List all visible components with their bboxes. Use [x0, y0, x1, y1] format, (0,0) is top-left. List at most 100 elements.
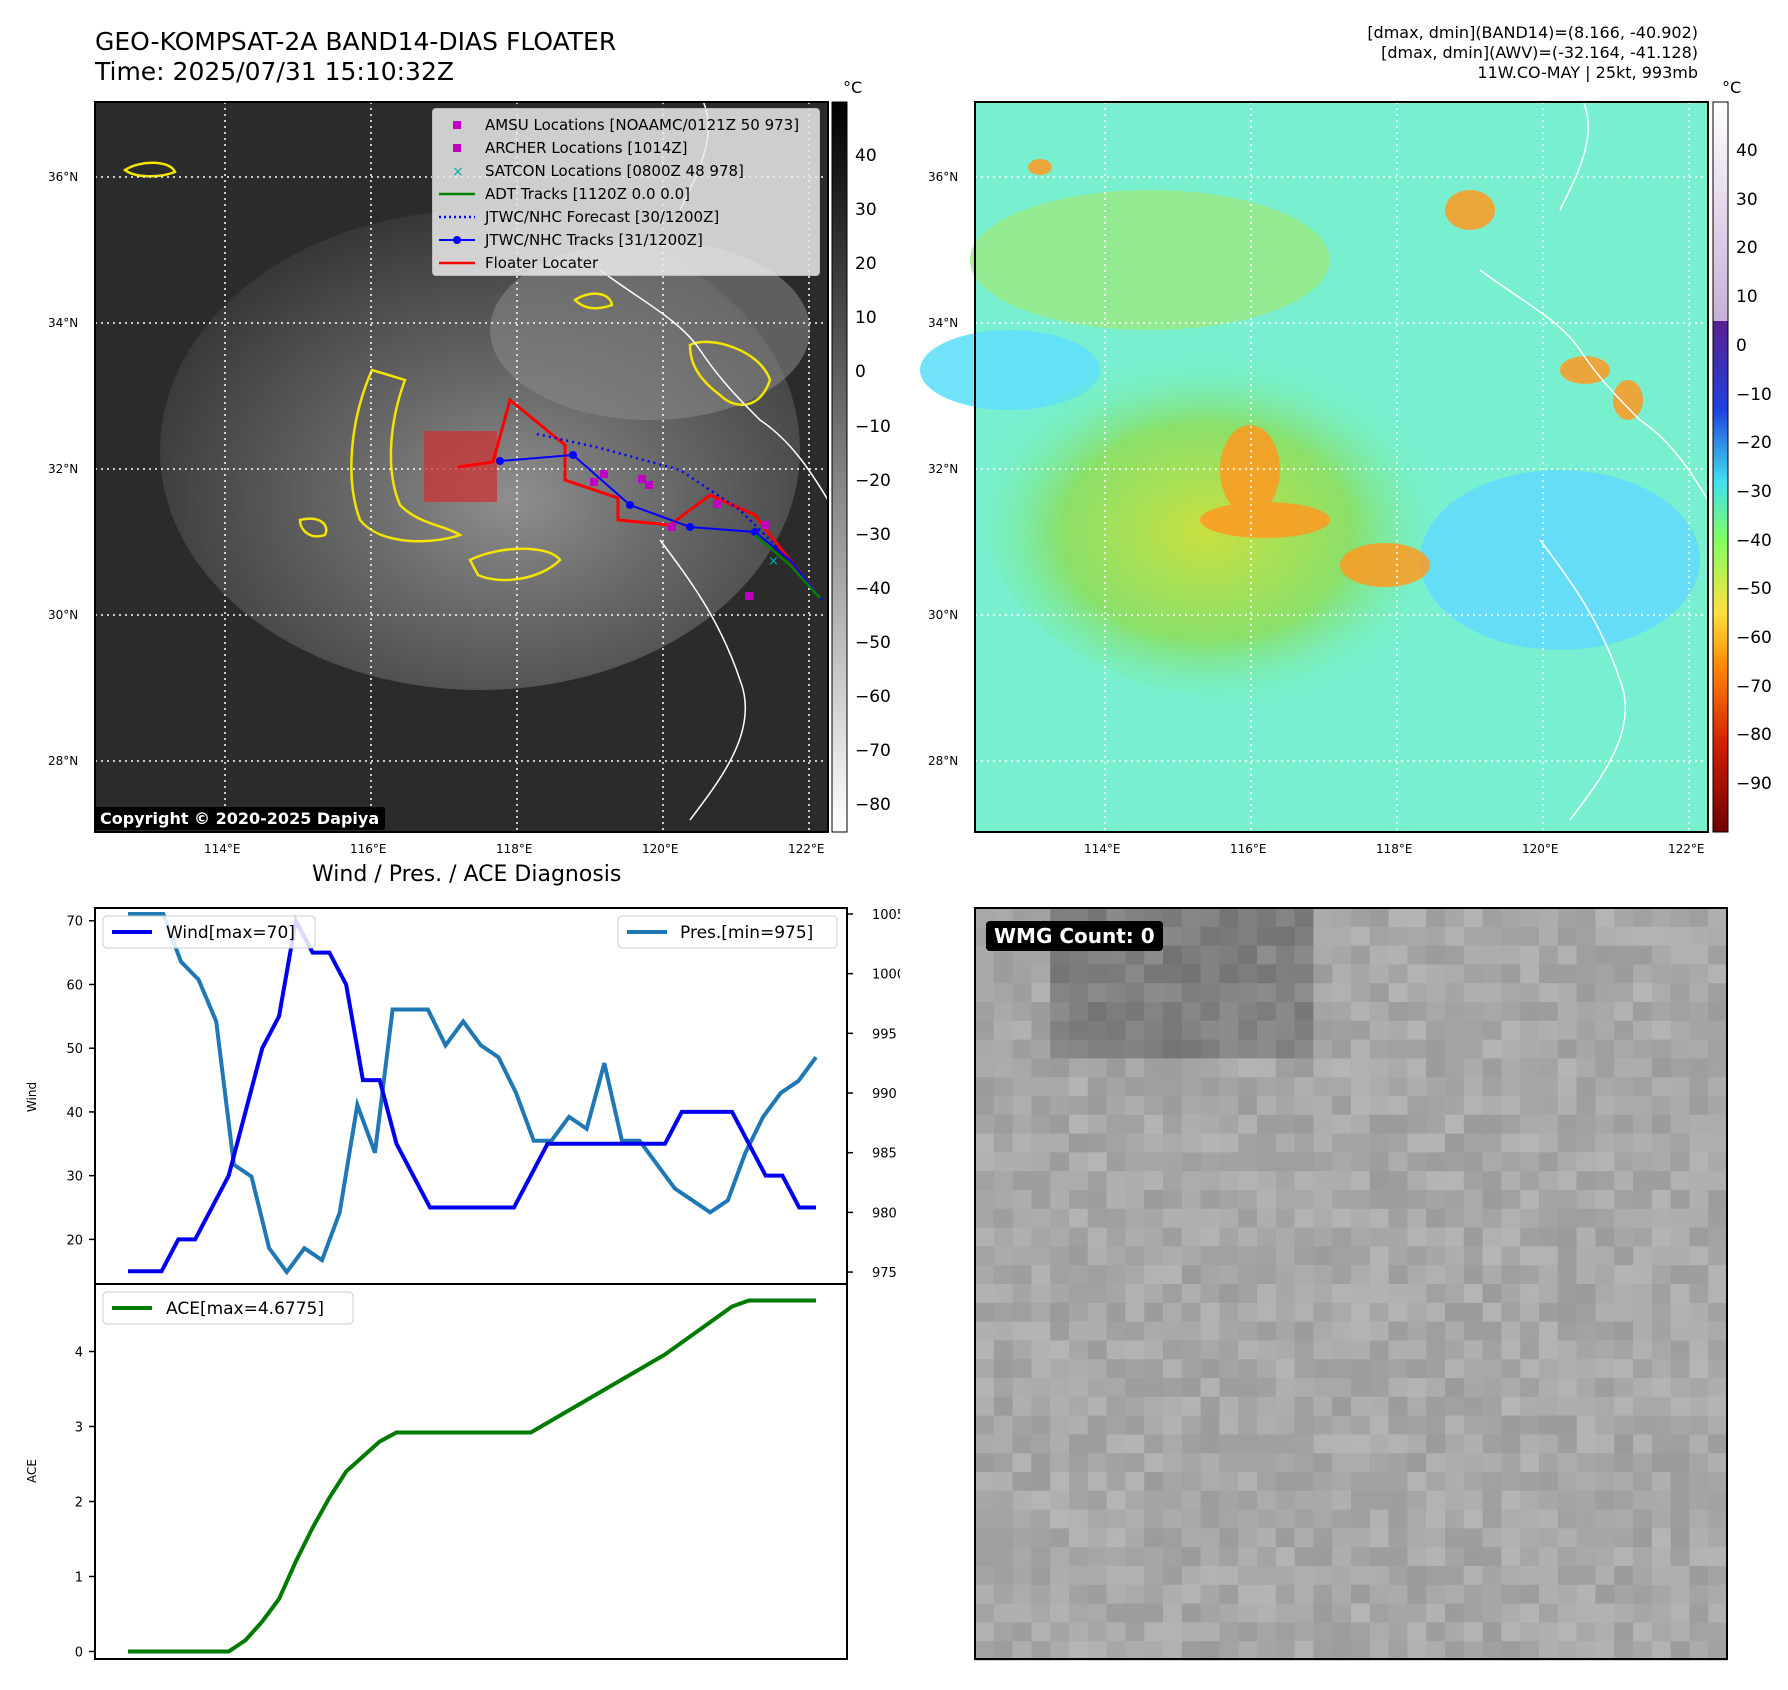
awv-lat-label-36: 36°N [928, 170, 959, 184]
wind-axis-label: Wind [25, 1082, 39, 1112]
diagnosis-title: Wind / Pres. / ACE Diagnosis [312, 862, 622, 887]
ir-colorbar-tick-label: 0 [855, 362, 866, 383]
floater-locater-track [457, 397, 822, 599]
ace-legend-box [102, 1291, 354, 1325]
ir-legend-marker-icon [439, 236, 475, 244]
awv-colorbar-tick-label: 30 [1736, 189, 1758, 210]
ir-legend-entry: × SATCON Locations [0800Z 48 978] [433, 161, 819, 181]
awv-colorbar-tick-label: −10 [1736, 384, 1772, 405]
awv-gridlines [975, 102, 1708, 832]
ir-lat-label-34: 34°N [48, 316, 79, 330]
ir-legend-label: JTWC/NHC Tracks [31/1200Z] [485, 231, 703, 249]
ace-ytick-label: 0 [75, 1646, 83, 1661]
awv-range-text: [dmax, dmin](AWV)=(-32.164, -41.128) [1381, 43, 1698, 62]
awv-colorbar-tick-label: 40 [1736, 141, 1758, 161]
awv-blue-patch-east [1420, 470, 1700, 650]
ir-colorbar-tick-label: 30 [855, 200, 877, 221]
wind-ytick-label: 70 [66, 915, 83, 930]
ace-series-line [128, 1298, 816, 1654]
wmg-count-badge: WMG Count: 0 [986, 921, 1163, 951]
ir-legend-marker-icon [439, 261, 475, 265]
wind-ytick-label: 20 [66, 1233, 83, 1248]
ir-legend-marker-icon [439, 192, 475, 196]
ir-lat-label-30: 30°N [48, 608, 79, 622]
pressure-ytick-label: 985 [872, 1147, 897, 1162]
ace-ytick-label: 2 [75, 1496, 83, 1511]
copyright-badge: Copyright © 2020-2025 Dapiya [94, 807, 386, 830]
ace-axes [94, 1283, 848, 1660]
wind-ytick-label: 50 [66, 1042, 83, 1057]
diagnosis-chart: 20304050607097598098599099510001005WindP… [25, 907, 900, 1661]
amsu-archer-markers [590, 470, 769, 600]
ir-colorbar-tick-label: −60 [855, 687, 891, 707]
ir-legend: AMSU Locations [NOAAMC/0121Z 50 973] ARCH… [432, 108, 820, 276]
ir-legend-label: AMSU Locations [NOAAMC/0121Z 50 973] [485, 116, 800, 134]
ir-lat-label-32: 32°N [48, 462, 79, 476]
ir-legend-label: ADT Tracks [1120Z 0.0 0.0] [485, 185, 690, 203]
awv-lon-label-122: 122°E [1668, 842, 1705, 856]
ir-colorbar [831, 101, 848, 833]
svg-text:×: × [452, 164, 464, 180]
awv-lon-label-116: 116°E [1230, 842, 1267, 856]
ir-colorbar-tick-label: −70 [855, 741, 891, 762]
ir-legend-entry: AMSU Locations [NOAAMC/0121Z 50 973] [433, 115, 819, 135]
awv-map-panel [920, 94, 1729, 833]
awv-lon-label-120: 120°E [1522, 842, 1559, 856]
awv-colorbar-tick-label: −90 [1736, 774, 1772, 795]
ir-legend-marker-icon [453, 144, 461, 152]
wmg-pixel-texture [975, 908, 1728, 1661]
ir-legend-entry: ARCHER Locations [1014Z] [433, 138, 819, 158]
awv-colorbar-tick-label: 10 [1736, 287, 1758, 308]
storm-info-text: 11W.CO-MAY | 25kt, 993mb [1477, 63, 1698, 82]
wind-ytick-label: 40 [66, 1106, 83, 1121]
wind-legend-label: Wind[max=70] [166, 923, 295, 943]
figure-time: Time: 2025/07/31 15:10:32Z [95, 57, 454, 86]
ace-axis-label: ACE [25, 1459, 39, 1483]
wind-series-line [128, 914, 816, 1274]
awv-colorbar-tick-label: −80 [1736, 725, 1772, 746]
pressure-ytick-label: 980 [872, 1206, 897, 1221]
ace-ytick-label: 4 [75, 1346, 83, 1361]
ir-legend-entry: ADT Tracks [1120Z 0.0 0.0] [433, 184, 819, 204]
awv-colorbar-tick-label: −40 [1736, 530, 1772, 551]
ir-colorbar-tick-label: −50 [855, 632, 891, 653]
jtwc-track-points [496, 451, 759, 536]
ace-ytick-label: 1 [75, 1571, 83, 1586]
ir-colorbar-tick-label: −10 [855, 416, 891, 437]
ir-legend-marker-icon [439, 215, 475, 219]
wind-pressure-axes [94, 907, 848, 1285]
ir-map-frame [94, 101, 829, 833]
pressure-ytick-label: 1005 [872, 908, 900, 923]
awv-lat-label-28: 28°N [928, 754, 959, 768]
wind-legend-box [102, 915, 316, 949]
awv-map-frame [974, 101, 1709, 833]
ir-colorbar-tick-label: −30 [855, 524, 891, 545]
awv-colorbar-tick-label: −30 [1736, 481, 1772, 502]
ir-legend-marker-icon: × [452, 164, 464, 180]
ir-legend-entry: JTWC/NHC Forecast [30/1200Z] [433, 207, 819, 227]
awv-moist-bands [1028, 159, 1643, 587]
pressure-legend-box [617, 915, 838, 949]
awv-colorbar-tick-label: 0 [1736, 335, 1747, 356]
pressure-ytick-label: 990 [872, 1087, 897, 1102]
pressure-ytick-label: 975 [872, 1266, 897, 1281]
band14-range-text: [dmax, dmin](BAND14)=(8.166, -40.902) [1367, 23, 1698, 42]
ir-colorbar-unit: °C [843, 78, 863, 97]
ir-legend-label: JTWC/NHC Forecast [30/1200Z] [485, 208, 720, 226]
wind-ytick-label: 30 [66, 1170, 83, 1185]
awv-colorbar-tick-label: 20 [1736, 238, 1758, 259]
ir-legend-entry: JTWC/NHC Tracks [31/1200Z] [433, 230, 819, 250]
ir-colorbar-tick-label: −80 [855, 795, 891, 816]
pressure-legend-label: Pres.[min=975] [680, 923, 813, 943]
adt-track [754, 534, 821, 599]
wmg-frame [974, 907, 1728, 1660]
ir-colorbar-tick-label: −20 [855, 470, 891, 491]
ir-colorbar-tick-label: 10 [855, 308, 877, 329]
awv-coastline [1479, 94, 1709, 821]
awv-colorbar-tick-label: −70 [1736, 676, 1772, 697]
awv-lat-label-30: 30°N [928, 608, 959, 622]
awv-lat-label-34: 34°N [928, 316, 959, 330]
ir-lon-label-116: 116°E [350, 842, 387, 856]
ace-legend-label: ACE[max=4.6775] [166, 1299, 324, 1319]
